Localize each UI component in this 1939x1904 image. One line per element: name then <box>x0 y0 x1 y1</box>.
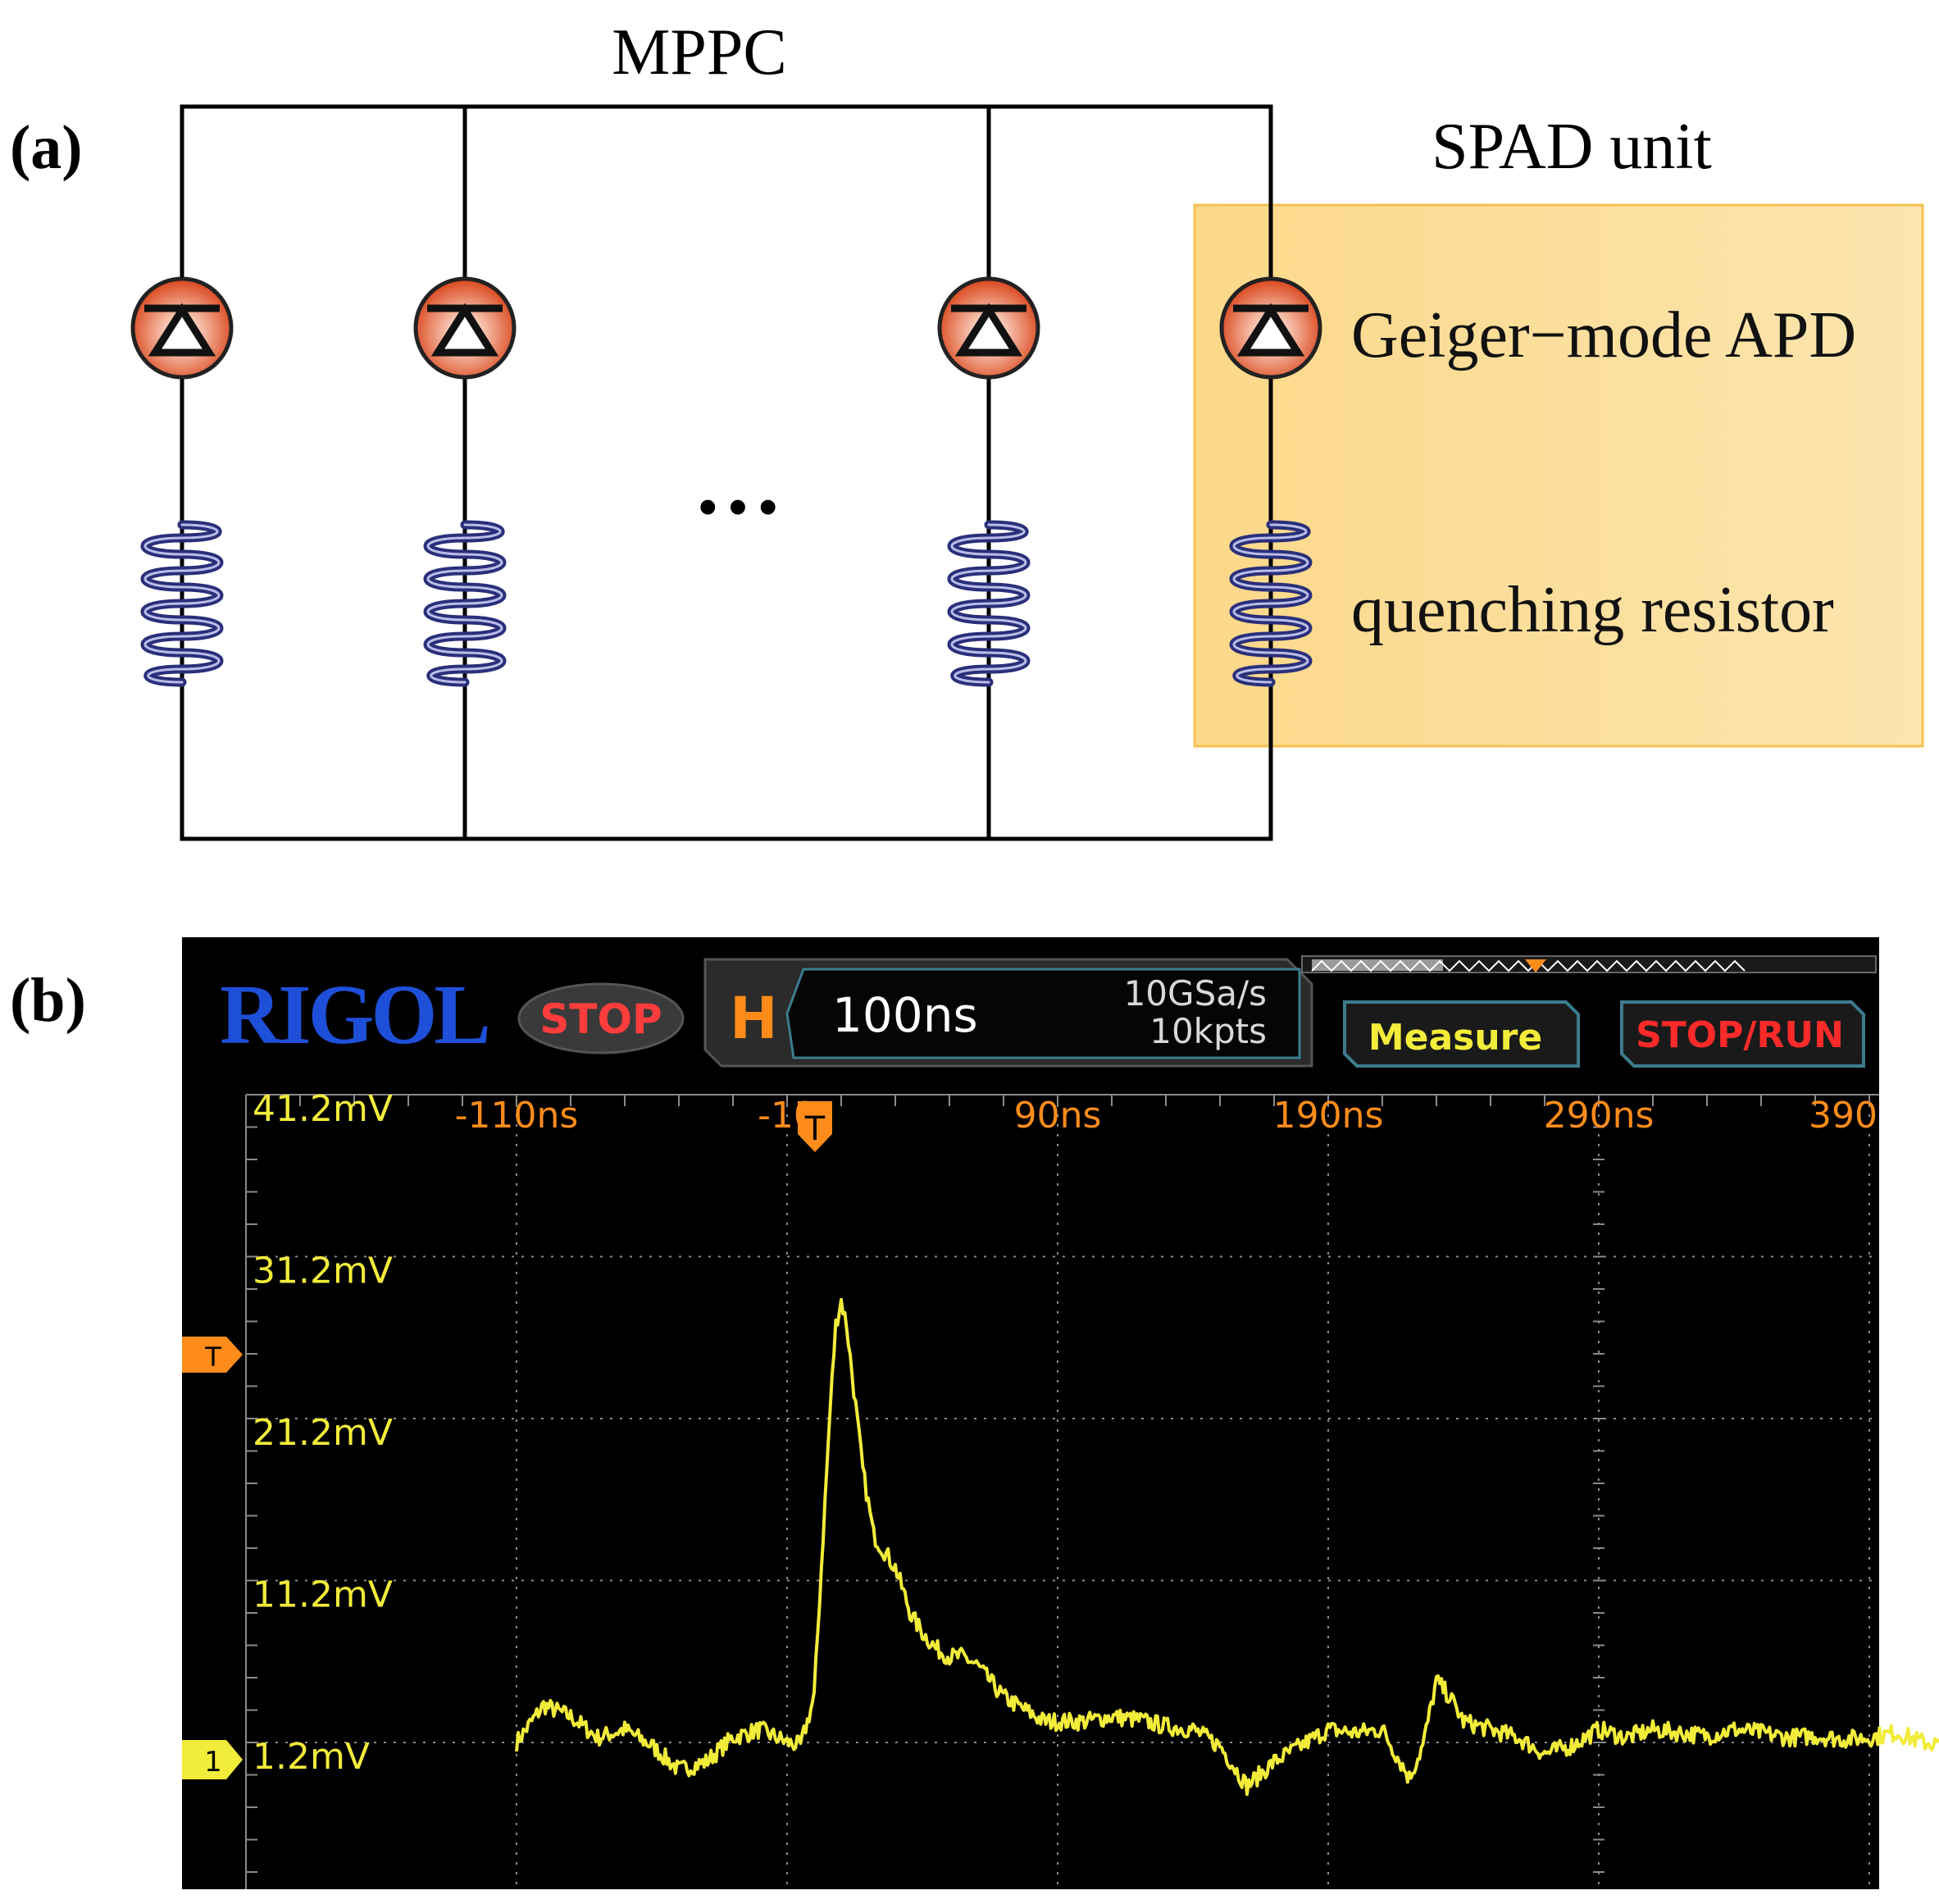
scope-grid <box>245 1094 1879 1889</box>
apd-diode-icon <box>416 279 514 377</box>
sample-rate: 10GSa/s <box>1124 973 1267 1013</box>
scope-axis-labels: -110ns -10 90ns 190ns 290ns 39041.2mV31.2mV21… <box>253 1088 1878 1778</box>
status-badge: STOP <box>517 982 685 1054</box>
voltage-tick-label: 11.2mV <box>253 1574 393 1616</box>
apd-label: Geiger−mode APD <box>1351 299 1856 371</box>
panel-a: (a) MPPC SPAD unit ··· Geiger−mode APD q… <box>10 16 1924 841</box>
brand-logo: RIGOL <box>220 968 488 1062</box>
stop-run-button-label: STOP/RUN <box>1636 1014 1844 1056</box>
memory-strip <box>1301 955 1877 973</box>
horizontal-panel[interactable]: H 100ns 10GSa/s 10kpts <box>703 958 1313 1068</box>
panel-b-label: (b) <box>10 966 86 1035</box>
circuit-wires <box>180 104 1273 841</box>
trigger-time-marker: T <box>798 1101 832 1152</box>
trigger-level-marker-label: T <box>204 1341 221 1373</box>
time-tick-label: 190ns <box>1273 1095 1384 1136</box>
trigger-time-marker-label: T <box>804 1110 826 1148</box>
spad-unit-highlight <box>1193 203 1924 748</box>
channel-1-marker: 1 <box>182 1740 243 1779</box>
timebase-value: 100ns <box>832 987 978 1043</box>
mppc-title: MPPC <box>612 16 786 89</box>
scope-screen <box>182 937 1879 1889</box>
resistor-label: quenching resistor <box>1351 574 1834 646</box>
time-tick-label: 390 <box>1809 1095 1878 1136</box>
trigger-level-marker: T <box>182 1337 243 1373</box>
panel-a-label: (a) <box>10 113 83 182</box>
time-tick-label: 290ns <box>1544 1095 1655 1136</box>
stop-run-button[interactable]: STOP/RUN <box>1620 1000 1865 1068</box>
apd-diode-icon <box>940 279 1038 377</box>
voltage-tick-label: 41.2mV <box>253 1088 393 1130</box>
time-tick-label: 90ns <box>1014 1095 1102 1136</box>
voltage-tick-label: 21.2mV <box>253 1412 393 1454</box>
channel-1-marker-label: 1 <box>204 1746 222 1779</box>
status-text: STOP <box>539 995 662 1043</box>
apd-diode-icon <box>1222 279 1320 377</box>
voltage-tick-label: 31.2mV <box>253 1250 393 1292</box>
time-tick-label: -110ns <box>455 1095 579 1136</box>
voltage-tick-label: 1.2mV <box>253 1736 370 1778</box>
memory-depth: 10kpts <box>1149 1011 1267 1051</box>
spad-unit-title: SPAD unit <box>1431 111 1712 183</box>
horizontal-h-letter: H <box>730 985 778 1052</box>
signal-trace <box>515 1297 1939 1797</box>
panel-b: (b) RIGOL STOP H 100ns 10GSa/s 10kpts Me… <box>10 937 1939 1889</box>
measure-button[interactable]: Measure <box>1343 1000 1580 1068</box>
measure-button-label: Measure <box>1368 1017 1542 1059</box>
apd-diode-icon <box>133 279 231 377</box>
ellipsis-more-cells: ··· <box>693 457 783 557</box>
